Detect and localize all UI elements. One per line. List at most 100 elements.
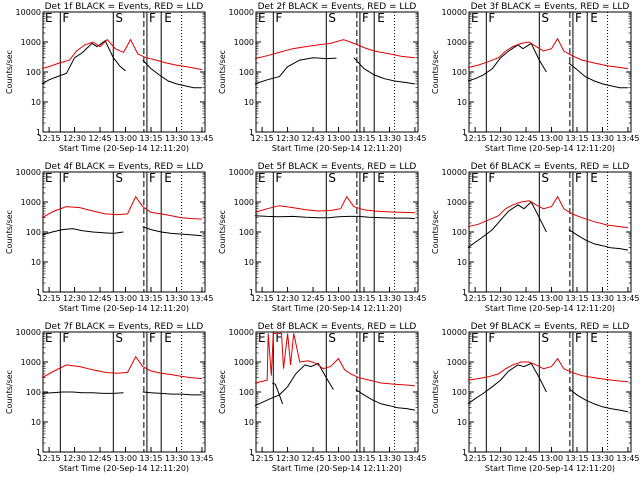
y-tick-label: 1000 bbox=[234, 198, 254, 207]
plot-frame bbox=[468, 331, 632, 453]
y-tick-label: 10000 bbox=[442, 168, 467, 177]
x-tick-label: 12:45 bbox=[302, 294, 325, 303]
black-series-line bbox=[568, 62, 628, 89]
x-tick-label: 13:00 bbox=[114, 134, 137, 143]
event-marker-label: F bbox=[149, 331, 156, 345]
red-series-line bbox=[254, 332, 415, 387]
y-tick-label: 100 bbox=[452, 228, 467, 237]
event-marker-label: F bbox=[488, 171, 495, 185]
y-tick-label: 1000 bbox=[234, 358, 254, 367]
x-tick-label: 12:30 bbox=[489, 454, 512, 463]
x-tick-label: 12:45 bbox=[89, 134, 112, 143]
event-marker-label: E bbox=[45, 171, 53, 185]
x-axis-label: Start Time (20-Sep-14 12:11:20) bbox=[485, 304, 615, 313]
y-tick-label: 100 bbox=[26, 68, 41, 77]
y-tick-label: 1 bbox=[462, 448, 467, 457]
y-tick-label: 1 bbox=[462, 288, 467, 297]
event-marker-label: F bbox=[575, 331, 582, 345]
red-series-line bbox=[254, 195, 415, 214]
plot-frame bbox=[42, 171, 206, 293]
y-tick-label: 1000 bbox=[447, 358, 467, 367]
y-axis-label: Counts/sec bbox=[431, 370, 440, 414]
y-tick-label: 10000 bbox=[16, 8, 41, 17]
event-marker-label: E bbox=[377, 331, 385, 345]
y-tick-label: 10 bbox=[31, 98, 41, 107]
panel-title: Det 6f BLACK = Events, RED = LLD bbox=[471, 162, 630, 172]
red-series-line bbox=[41, 195, 202, 220]
x-tick-label: 12:45 bbox=[89, 454, 112, 463]
y-tick-label: 100 bbox=[26, 388, 41, 397]
red-series-line bbox=[254, 39, 415, 60]
event-marker-label: E bbox=[258, 171, 266, 185]
event-marker-label: S bbox=[541, 11, 549, 25]
black-series-line bbox=[142, 59, 202, 89]
y-tick-label: 10000 bbox=[442, 8, 467, 17]
event-marker-label: E bbox=[590, 331, 598, 345]
red-series-line bbox=[467, 357, 628, 383]
y-tick-label: 1 bbox=[249, 288, 254, 297]
event-marker-label: S bbox=[328, 331, 336, 345]
x-tick-label: 13:30 bbox=[378, 294, 401, 303]
event-marker-label: F bbox=[575, 11, 582, 25]
event-marker-label: E bbox=[377, 171, 385, 185]
y-tick-label: 100 bbox=[239, 228, 254, 237]
red-series-line bbox=[467, 195, 628, 229]
detector-panel-3: Det 3f BLACK = Events, RED = LLD 1 10 100 10… bbox=[431, 2, 639, 153]
x-tick-label: 13:00 bbox=[327, 454, 350, 463]
x-tick-label: 12:15 bbox=[464, 294, 487, 303]
event-marker-label: F bbox=[62, 11, 69, 25]
black-series-line bbox=[254, 362, 334, 407]
red-series-line bbox=[41, 38, 202, 71]
x-tick-label: 13:45 bbox=[616, 454, 639, 463]
y-tick-label: 1000 bbox=[21, 358, 41, 367]
red-series-line bbox=[41, 355, 202, 380]
x-tick-label: 12:30 bbox=[489, 294, 512, 303]
plot-frame bbox=[255, 171, 419, 293]
x-tick-label: 12:30 bbox=[276, 454, 299, 463]
y-axis-label: Counts/sec bbox=[5, 50, 14, 94]
event-marker-label: E bbox=[258, 331, 266, 345]
y-tick-label: 10000 bbox=[16, 168, 41, 177]
black-series-line bbox=[568, 388, 628, 413]
y-tick-label: 1 bbox=[249, 448, 254, 457]
black-series-line bbox=[467, 362, 547, 405]
event-marker-label: E bbox=[164, 11, 172, 25]
panel-title: Det 8f BLACK = Events, RED = LLD bbox=[258, 322, 417, 332]
detector-panel-5: Det 5f BLACK = Events, RED = LLD 1 10 100 10… bbox=[218, 162, 426, 313]
x-tick-label: 13:30 bbox=[378, 134, 401, 143]
black-series-line bbox=[41, 391, 124, 394]
event-marker-label: S bbox=[328, 171, 336, 185]
y-axis-label: Counts/sec bbox=[431, 50, 440, 94]
plot-frame bbox=[468, 171, 632, 293]
event-marker-label: F bbox=[62, 331, 69, 345]
black-series-line bbox=[142, 226, 202, 237]
black-series-line bbox=[254, 57, 337, 85]
event-marker-label: E bbox=[164, 171, 172, 185]
detector-panel-9: Det 9f BLACK = Events, RED = LLD 1 10 100 10… bbox=[431, 322, 639, 473]
event-marker-label: F bbox=[275, 171, 282, 185]
x-tick-label: 13:30 bbox=[378, 454, 401, 463]
y-tick-label: 1 bbox=[249, 128, 254, 137]
y-tick-label: 1000 bbox=[21, 38, 41, 47]
event-marker-label: F bbox=[488, 331, 495, 345]
panel-title: Det 2f BLACK = Events, RED = LLD bbox=[258, 2, 417, 12]
x-tick-label: 12:45 bbox=[515, 294, 538, 303]
x-tick-label: 13:00 bbox=[540, 454, 563, 463]
event-marker-label: F bbox=[149, 11, 156, 25]
red-series-line bbox=[467, 37, 628, 70]
black-series-line bbox=[355, 389, 415, 411]
plot-frame bbox=[255, 331, 419, 453]
event-marker-label: F bbox=[275, 331, 282, 345]
y-axis-label: Counts/sec bbox=[5, 210, 14, 254]
event-marker-label: F bbox=[362, 331, 369, 345]
panel-title: Det 3f BLACK = Events, RED = LLD bbox=[471, 2, 630, 12]
y-tick-label: 10000 bbox=[229, 168, 254, 177]
black-series-line bbox=[142, 391, 202, 396]
x-tick-label: 13:15 bbox=[352, 294, 375, 303]
x-tick-label: 12:15 bbox=[251, 294, 274, 303]
x-tick-label: 12:15 bbox=[464, 454, 487, 463]
black-series-line bbox=[41, 40, 126, 85]
x-axis-label: Start Time (20-Sep-14 12:11:20) bbox=[59, 304, 189, 313]
x-tick-label: 13:45 bbox=[403, 294, 426, 303]
y-tick-label: 1 bbox=[36, 448, 41, 457]
